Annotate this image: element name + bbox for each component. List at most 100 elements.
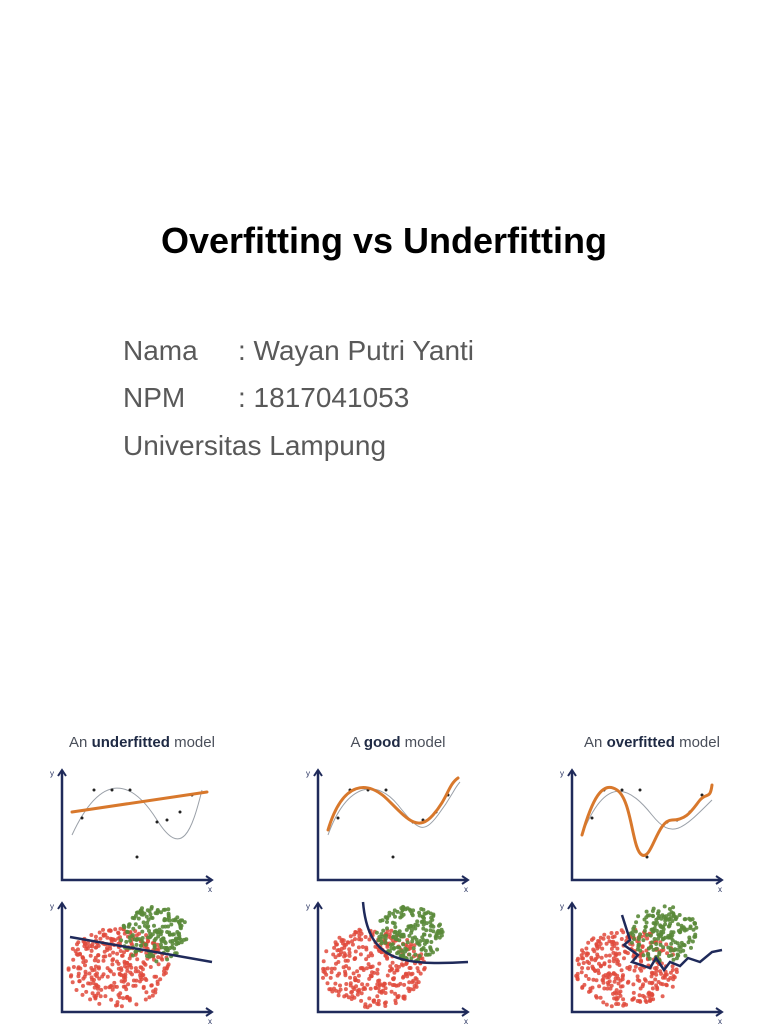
sample-point xyxy=(128,788,132,792)
green-point xyxy=(421,938,426,943)
red-point xyxy=(598,941,603,946)
green-point xyxy=(162,939,167,944)
red-point xyxy=(329,966,334,971)
red-point xyxy=(97,1001,102,1006)
red-point xyxy=(143,997,148,1002)
red-point xyxy=(375,971,380,976)
red-point xyxy=(133,966,138,971)
red-point xyxy=(341,938,346,943)
red-point xyxy=(141,973,146,977)
red-point xyxy=(588,986,593,991)
green-point xyxy=(166,913,171,918)
green-point xyxy=(407,933,412,938)
red-point xyxy=(74,988,79,992)
sample-point xyxy=(110,788,114,792)
green-point xyxy=(400,949,404,953)
green-point xyxy=(647,956,652,961)
detail-value: : Wayan Putri Yanti xyxy=(238,335,475,366)
green-point xyxy=(384,933,388,938)
red-point xyxy=(345,940,350,945)
red-point xyxy=(651,997,656,1002)
red-point xyxy=(602,932,607,937)
red-point xyxy=(101,927,105,932)
red-point xyxy=(344,982,349,986)
green-point xyxy=(643,925,648,929)
red-point xyxy=(650,986,655,991)
red-point xyxy=(619,937,624,941)
green-point xyxy=(670,933,675,938)
red-point xyxy=(591,966,595,971)
green-point xyxy=(642,928,647,933)
red-point xyxy=(118,949,123,953)
red-point xyxy=(117,995,122,1000)
green-point xyxy=(156,934,161,939)
red-point xyxy=(388,964,393,969)
green-point xyxy=(645,913,650,918)
red-point xyxy=(396,994,401,998)
red-point xyxy=(89,933,94,937)
red-point xyxy=(121,996,126,1001)
red-point xyxy=(353,978,358,982)
sample-point xyxy=(80,816,84,820)
green-point xyxy=(423,952,428,957)
red-point xyxy=(364,947,369,952)
red-point xyxy=(337,971,342,976)
red-point xyxy=(359,937,364,942)
green-point xyxy=(440,930,445,934)
panel-caption: A good model xyxy=(350,734,445,751)
caption-emphasis: underfitted xyxy=(92,734,170,751)
red-point xyxy=(656,980,661,984)
green-point xyxy=(178,918,183,923)
green-point xyxy=(398,915,403,920)
red-point xyxy=(376,998,381,1003)
green-point xyxy=(152,938,157,943)
red-point xyxy=(645,936,650,941)
red-point xyxy=(329,970,334,975)
red-point xyxy=(579,970,584,975)
red-point xyxy=(394,964,399,968)
red-point xyxy=(621,997,626,1002)
red-point xyxy=(123,984,128,989)
panel-caption: An overfitted model xyxy=(584,734,720,751)
red-point xyxy=(162,969,166,974)
green-point xyxy=(420,935,425,940)
sample-point xyxy=(135,855,139,859)
sample-point xyxy=(178,810,182,814)
red-point xyxy=(390,960,395,965)
caption-prefix: An xyxy=(69,734,87,751)
red-point xyxy=(602,962,607,967)
green-point xyxy=(173,918,178,923)
red-point xyxy=(355,989,360,993)
green-point xyxy=(176,941,181,946)
red-point xyxy=(150,993,155,998)
red-point xyxy=(359,991,364,996)
green-point xyxy=(673,917,678,922)
red-point xyxy=(660,994,665,999)
green-point xyxy=(659,929,664,934)
red-point xyxy=(343,987,348,992)
green-point xyxy=(158,930,163,935)
green-point xyxy=(658,924,663,929)
red-point xyxy=(635,974,640,979)
red-point xyxy=(333,955,338,960)
green-point xyxy=(148,912,153,917)
red-point xyxy=(123,978,128,983)
green-point xyxy=(131,926,136,931)
red-point xyxy=(599,963,603,968)
axis-label: x xyxy=(718,885,722,894)
green-point xyxy=(379,932,384,937)
red-point xyxy=(644,1000,649,1004)
green-point xyxy=(140,936,145,940)
red-point xyxy=(82,974,87,979)
red-point xyxy=(83,959,88,964)
axis-label: y xyxy=(50,769,54,778)
red-point xyxy=(614,957,619,962)
green-point xyxy=(428,920,433,925)
red-point xyxy=(84,947,89,951)
detail-label: Nama xyxy=(123,335,198,366)
red-point xyxy=(138,965,143,970)
red-point xyxy=(350,942,355,947)
red-point xyxy=(379,990,384,995)
red-point xyxy=(350,939,355,944)
